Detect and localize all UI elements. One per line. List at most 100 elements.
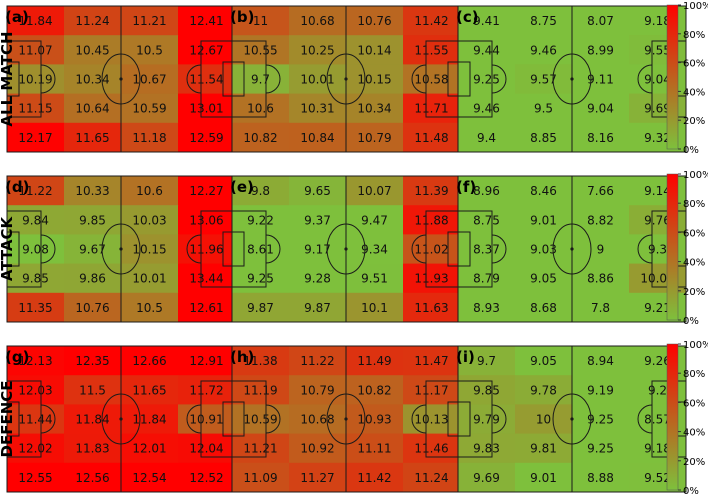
heatmap-panel-g: 12.13 12.35 12.66 12.91 12.03 11.5 11.65 11.72 1… bbox=[5, 345, 236, 493]
center-circle bbox=[326, 393, 366, 445]
cell-value-label: 9.86 bbox=[79, 272, 106, 286]
heatmap-cell bbox=[121, 375, 179, 405]
heatmap-cell bbox=[289, 404, 347, 435]
heatmap-cell bbox=[178, 292, 236, 323]
penalty-arc-right bbox=[411, 234, 427, 264]
penalty-arc-right bbox=[186, 404, 202, 434]
cell-value-label: 13.44 bbox=[189, 272, 223, 286]
cell-value-label: 10.79 bbox=[300, 383, 334, 397]
cell-value-label: 8.85 bbox=[530, 131, 557, 145]
heatmap-cell bbox=[515, 462, 573, 493]
cell-value-label: 11.42 bbox=[414, 14, 448, 28]
colorbar-tick-label: 100% bbox=[683, 170, 708, 181]
heatmap-cell bbox=[458, 205, 516, 235]
heatmap-cell bbox=[7, 292, 65, 323]
heatmap-cell bbox=[7, 176, 65, 206]
heatmap-cell bbox=[572, 35, 630, 65]
cell-value-label: 11.21 bbox=[132, 14, 166, 28]
cell-value-label: 10.93 bbox=[357, 413, 391, 427]
heatmap-cell bbox=[289, 375, 347, 405]
heatmap-cell bbox=[403, 263, 461, 294]
cell-value-label: 11.88 bbox=[414, 213, 448, 227]
cell-value-label: 9.34 bbox=[361, 243, 388, 257]
colorbar-2: 0% 20% 40% 60% 80% 100% bbox=[666, 170, 708, 327]
heatmap-cell bbox=[232, 6, 290, 36]
heatmap-cell bbox=[572, 292, 630, 323]
colorbar-tick-label: 20% bbox=[683, 116, 705, 127]
center-circle bbox=[101, 53, 141, 105]
panel-label: (g) bbox=[5, 348, 29, 366]
cell-value-label: 11.44 bbox=[18, 413, 52, 427]
heatmap-cell bbox=[7, 433, 65, 464]
cell-value-label: 9.01 bbox=[530, 471, 557, 485]
heatmap-panel-c: 9.41 8.75 8.07 9.18 9.44 9.46 8.99 9.55 9.25 9.57… bbox=[456, 5, 687, 153]
cell-value-label: 11.84 bbox=[132, 413, 166, 427]
heatmap-cell bbox=[515, 292, 573, 323]
cell-value-label: 10.33 bbox=[75, 184, 109, 198]
goal-box-left bbox=[231, 231, 245, 267]
heatmap-cell bbox=[572, 346, 630, 376]
heatmap-cell bbox=[178, 6, 236, 36]
cell-value-label: 12.17 bbox=[18, 131, 52, 145]
heatmap-cell bbox=[515, 35, 573, 65]
heatmap-cell bbox=[346, 122, 404, 153]
heatmap-panel-h: 11.38 11.22 11.49 11.47 11.19 10.79 10.82 11.17… bbox=[230, 345, 461, 493]
cell-value-label: 10.45 bbox=[75, 43, 109, 57]
cell-value-label: 12.41 bbox=[189, 14, 223, 28]
penalty-arc-left bbox=[491, 64, 507, 94]
cell-value-label: 12.02 bbox=[18, 442, 52, 456]
heatmap-cell bbox=[178, 346, 236, 376]
cell-value-label: 11 bbox=[253, 14, 268, 28]
center-spot bbox=[344, 417, 348, 421]
heatmap-cell bbox=[178, 93, 236, 124]
cell-value-label: 11.84 bbox=[18, 14, 52, 28]
penalty-arc-right bbox=[637, 404, 653, 434]
cell-value-label: 10.5 bbox=[136, 43, 163, 57]
cell-value-label: 9.14 bbox=[644, 184, 671, 198]
heatmap-cell bbox=[515, 6, 573, 36]
center-spot bbox=[344, 77, 348, 81]
heatmap-cell bbox=[64, 404, 122, 435]
colorbar-1: 0% 20% 40% 60% 80% 100% bbox=[666, 1, 708, 156]
colorbar-tick-label: 60% bbox=[683, 228, 705, 239]
heatmap-cell bbox=[178, 35, 236, 65]
cell-value-label: 11.19 bbox=[243, 383, 277, 397]
cell-value-label: 11.83 bbox=[75, 442, 109, 456]
cell-value-label: 10.76 bbox=[75, 301, 109, 315]
cell-value-label: 9.32 bbox=[644, 131, 671, 145]
panel-label: (c) bbox=[456, 8, 479, 26]
heatmap-cell bbox=[64, 35, 122, 65]
penalty-arc-left bbox=[491, 404, 507, 434]
penalty-arc-left bbox=[40, 64, 56, 94]
colorbar-tick-label: 80% bbox=[683, 369, 705, 380]
heatmap-cell bbox=[346, 234, 404, 265]
center-circle bbox=[326, 53, 366, 105]
heatmap-cell bbox=[346, 433, 404, 464]
cell-value-label: 8.37 bbox=[473, 243, 500, 257]
heatmap-cell bbox=[346, 404, 404, 435]
heatmap-cell bbox=[121, 93, 179, 124]
heatmap-cell bbox=[7, 122, 65, 153]
heatmap-cell bbox=[178, 234, 236, 265]
cell-value-label: 8.16 bbox=[587, 131, 614, 145]
cell-value-label: 7.8 bbox=[591, 301, 610, 315]
heatmap-cell bbox=[232, 346, 290, 376]
heatmap-cell bbox=[121, 176, 179, 206]
cell-value-label: 9.79 bbox=[473, 413, 500, 427]
cell-value-label: 10.64 bbox=[75, 102, 109, 116]
cell-value-label: 11.39 bbox=[414, 184, 448, 198]
cell-value-label: 9.78 bbox=[530, 383, 557, 397]
heatmap-cell bbox=[289, 462, 347, 493]
heatmap-cell bbox=[403, 176, 461, 206]
penalty-arc-right bbox=[411, 64, 427, 94]
heatmap-cell bbox=[289, 6, 347, 36]
cell-value-label: 9.87 bbox=[247, 301, 274, 315]
colorbar-tick-label: 80% bbox=[683, 30, 705, 41]
cell-value-label: 11.65 bbox=[132, 383, 166, 397]
cell-value-label: 9.18 bbox=[644, 442, 671, 456]
cell-value-label: 8.94 bbox=[587, 354, 614, 368]
cell-value-label: 13.06 bbox=[189, 213, 223, 227]
heatmap-cell bbox=[572, 122, 630, 153]
cell-value-label: 12.01 bbox=[132, 442, 166, 456]
cell-value-label: 10.14 bbox=[357, 43, 391, 57]
